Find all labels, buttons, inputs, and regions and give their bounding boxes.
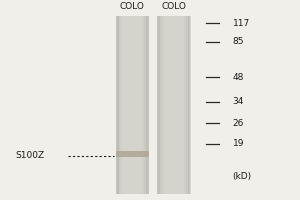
Bar	[116, 16, 148, 194]
Text: 48: 48	[232, 72, 244, 82]
Bar	[119, 16, 122, 194]
Bar	[184, 16, 187, 194]
Text: COLO: COLO	[162, 2, 186, 11]
Bar	[188, 16, 190, 194]
Text: 19: 19	[232, 140, 244, 148]
Bar	[158, 16, 190, 194]
Text: 26: 26	[232, 118, 244, 128]
Bar	[161, 16, 164, 194]
Bar	[116, 151, 148, 157]
Text: 117: 117	[232, 19, 250, 27]
Bar	[186, 16, 189, 194]
Bar	[117, 16, 120, 194]
Bar	[158, 16, 160, 194]
Bar	[142, 16, 145, 194]
Bar	[159, 16, 162, 194]
Text: COLO: COLO	[120, 2, 144, 11]
Text: (kD): (kD)	[232, 172, 252, 182]
Text: 85: 85	[232, 38, 244, 46]
Bar	[116, 16, 118, 194]
Text: 34: 34	[232, 98, 244, 106]
Bar	[144, 16, 147, 194]
Text: S100Z: S100Z	[15, 152, 44, 160]
Bar	[146, 16, 148, 194]
